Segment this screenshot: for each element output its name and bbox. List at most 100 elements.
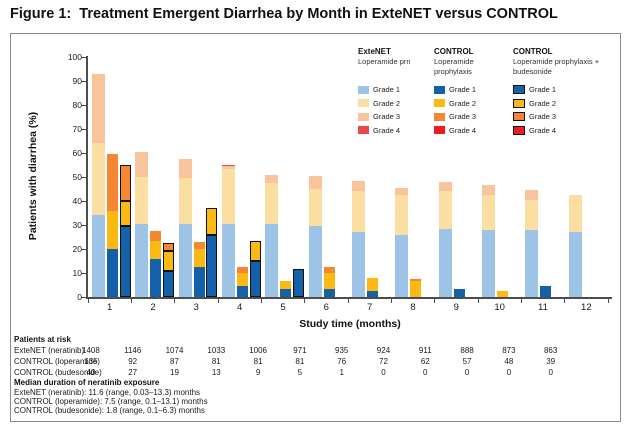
x-tick-mark	[434, 299, 436, 303]
bar-segment-grade-3	[135, 151, 149, 177]
stacked-bar-control-budesonide	[206, 208, 218, 297]
bar-segment-grade-2	[308, 189, 322, 227]
stacked-bar-control-loperamide	[280, 281, 292, 297]
stacked-bar-control-loperamide	[237, 267, 248, 297]
legend-item: Grade 3	[358, 110, 434, 124]
legend-item-label: Grade 3	[373, 112, 401, 122]
stacked-bar-control-loperamide	[410, 279, 422, 297]
risk-cell: 92	[128, 357, 138, 366]
bar-segment-grade-1	[119, 226, 131, 297]
risk-cell: 57	[462, 357, 472, 366]
bar-segment-grade-2	[395, 195, 409, 235]
bar-segment-grade-2	[367, 277, 378, 291]
y-tick-label: 70	[72, 124, 82, 134]
bar-segment-grade-3	[150, 231, 162, 241]
y-axis-label: Patients with diarrhea (%)	[27, 111, 39, 241]
bar-segment-grade-1	[352, 232, 365, 297]
legend-item-label: Grade 3	[529, 112, 557, 122]
legend-swatch	[513, 125, 525, 135]
legend-swatch	[513, 98, 525, 108]
legend-group-title: ExteNET	[358, 47, 391, 56]
bar-segment-grade-1	[323, 288, 335, 297]
bar-segment-grade-1	[162, 270, 174, 297]
bar-segment-grade-3	[438, 181, 452, 192]
bar-segment-grade-1	[107, 249, 118, 297]
y-tick-mark	[81, 296, 86, 298]
risk-cell: 911	[418, 346, 432, 355]
figure-title: Figure 1: Treatment Emergent Diarrhea by…	[10, 6, 558, 22]
bar-segment-grade-3	[107, 154, 118, 211]
legend-item-label: Grade 2	[529, 98, 557, 108]
legend-item: Grade 2	[434, 97, 513, 111]
risk-cell: 1	[339, 368, 344, 377]
bar-segment-grade-3	[222, 166, 235, 169]
x-tick-mark	[390, 299, 392, 303]
legend-group-title: CONTROL	[513, 47, 553, 56]
legend-item-label: Grade 1	[529, 85, 557, 95]
legend-item: Grade 3	[434, 110, 513, 124]
bar-segment-grade-3	[193, 241, 205, 249]
legend-item: Grade 2	[358, 97, 434, 111]
y-tick-mark	[81, 80, 86, 82]
bar-segment-grade-2	[482, 195, 495, 230]
y-tick-label: 20	[72, 244, 82, 254]
bar-segment-grade-2	[92, 143, 105, 216]
x-tick-label: 9	[453, 302, 459, 313]
y-tick-mark	[81, 248, 86, 250]
x-tick-label: 6	[323, 302, 329, 313]
x-tick-label: 11	[538, 302, 548, 313]
bar-segment-grade-2	[193, 249, 205, 267]
x-tick-label: 3	[193, 302, 199, 313]
legend-item: Grade 3	[513, 110, 613, 124]
risk-cell: 27	[128, 368, 138, 377]
risk-cell: 19	[170, 368, 179, 377]
stacked-bar-control-loperamide	[497, 291, 508, 297]
stacked-bar-extenet	[265, 174, 279, 297]
bar-segment-grade-3	[92, 73, 105, 144]
x-tick-label: 8	[410, 302, 416, 313]
stacked-bar-extenet	[92, 73, 105, 297]
y-axis-line	[86, 56, 88, 298]
bar-segment-grade-3	[178, 159, 192, 179]
stacked-bar-extenet	[438, 181, 452, 297]
risk-cell: 40	[86, 368, 96, 377]
x-tick-mark	[347, 299, 349, 303]
risk-cell: 0	[506, 368, 512, 377]
x-tick-label: 5	[280, 302, 286, 313]
stacked-bar-control-budesonide	[119, 165, 131, 297]
legend-swatch	[434, 99, 445, 108]
legend-item: Grade 1	[513, 83, 613, 97]
bar-segment-grade-2	[410, 281, 422, 297]
x-tick-mark	[130, 299, 132, 303]
x-tick-label: 7	[367, 302, 373, 313]
legend-swatch	[358, 126, 369, 135]
risk-cell: 72	[379, 357, 388, 366]
risk-cell: 9	[255, 368, 261, 377]
bar-segment-grade-1	[395, 234, 409, 297]
legend-item-label: Grade 4	[373, 125, 401, 135]
stacked-bar-extenet	[525, 190, 539, 297]
bar-group-month-2	[131, 57, 174, 297]
bar-segment-grade-2	[237, 273, 248, 287]
stacked-bar-extenet	[222, 165, 235, 297]
x-tick-mark	[520, 299, 522, 303]
bar-segment-grade-2	[280, 281, 292, 289]
risk-row-control-loperamide: CONTROL (loperamide) 135 92 87 81 81 81 76 72 62…	[14, 357, 572, 367]
bar-segment-grade-2	[438, 191, 452, 229]
y-tick-mark	[81, 56, 86, 58]
x-tick-mark	[607, 299, 609, 303]
median-duration-heading: Median duration of neratinib exposure	[14, 378, 160, 387]
bar-segment-grade-1	[292, 269, 304, 297]
risk-cell: 971	[293, 346, 307, 355]
y-tick-label: 10	[72, 268, 82, 278]
legend-swatch	[513, 112, 525, 122]
legend-swatch	[358, 99, 369, 108]
legend-item-label: Grade 4	[449, 125, 477, 135]
legend-item: Grade 4	[513, 124, 613, 138]
bar-segment-grade-2	[135, 177, 149, 224]
bar-segment-grade-3	[352, 180, 365, 192]
bar-segment-grade-1	[135, 223, 149, 297]
risk-cell: 888	[460, 346, 474, 355]
legend-swatch	[358, 112, 369, 121]
legend-swatch	[358, 85, 369, 94]
